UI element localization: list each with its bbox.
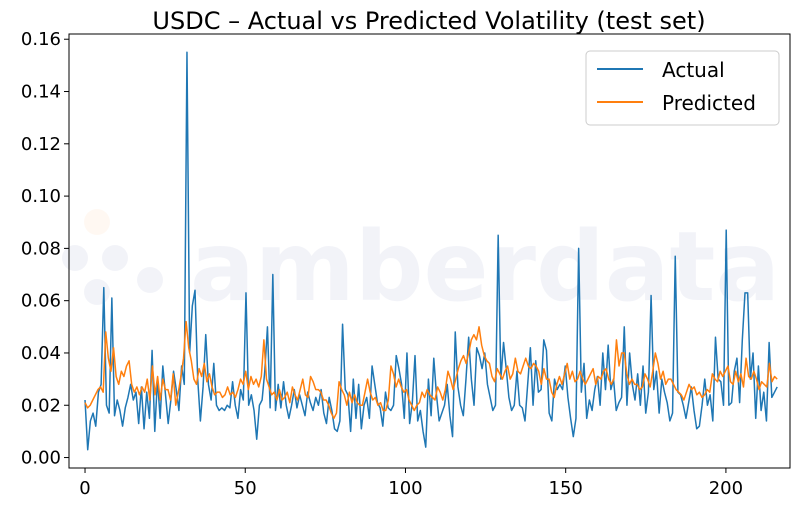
watermark-logo-dot-bottom [84, 279, 110, 305]
watermark-text: amberdata [190, 211, 780, 323]
x-axis: 0 50 100 150 200 [79, 468, 743, 499]
y-tick-label: 0.06 [21, 291, 61, 312]
watermark-logo-dot-right [137, 267, 163, 293]
x-tick-label: 50 [234, 478, 257, 499]
y-tick-label: 0.14 [21, 82, 61, 103]
y-tick-label: 0.12 [21, 134, 61, 155]
y-tick-label: 0.10 [21, 186, 61, 207]
y-axis: 0.00 0.02 0.04 0.06 0.08 0.10 0.12 0.14 0.16 [21, 29, 69, 469]
legend-label-predicted: Predicted [662, 91, 756, 115]
x-tick-label: 100 [388, 478, 422, 499]
watermark-logo-dot-center [102, 245, 128, 271]
series-line-actual [84, 51, 778, 451]
watermark-logo-dot-top [84, 209, 110, 235]
y-tick-label: 0.02 [21, 395, 61, 416]
watermark-logo-dot-left [62, 245, 88, 271]
y-tick-label: 0.08 [21, 238, 61, 259]
legend: Actual Predicted [585, 50, 780, 126]
series-group [84, 51, 778, 451]
series-line-predicted [84, 320, 778, 420]
legend-label-actual: Actual [662, 58, 725, 82]
plot-area [68, 33, 791, 469]
x-tick-label: 200 [709, 478, 743, 499]
x-tick-label: 0 [79, 478, 90, 499]
y-tick-label: 0.04 [21, 343, 61, 364]
chart-title: USDC – Actual vs Predicted Volatility (t… [152, 7, 705, 35]
amberdata-watermark: amberdata [62, 209, 780, 323]
y-tick-label: 0.00 [21, 448, 61, 469]
y-tick-label: 0.16 [21, 29, 61, 50]
x-tick-label: 150 [549, 478, 583, 499]
